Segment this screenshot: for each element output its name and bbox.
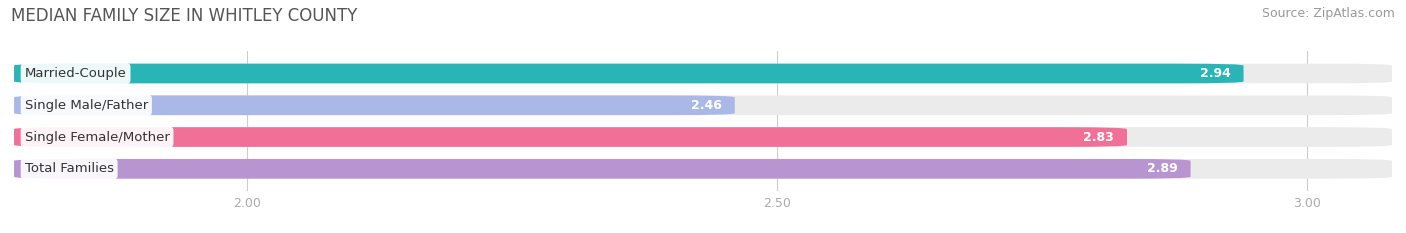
Text: 2.89: 2.89: [1147, 162, 1178, 175]
Text: Total Families: Total Families: [25, 162, 114, 175]
Text: Source: ZipAtlas.com: Source: ZipAtlas.com: [1261, 7, 1395, 20]
Text: Single Female/Mother: Single Female/Mother: [25, 130, 170, 144]
FancyBboxPatch shape: [14, 159, 1191, 179]
Text: Married-Couple: Married-Couple: [25, 67, 127, 80]
Text: Single Male/Father: Single Male/Father: [25, 99, 148, 112]
FancyBboxPatch shape: [14, 64, 1243, 83]
FancyBboxPatch shape: [14, 127, 1128, 147]
FancyBboxPatch shape: [14, 159, 1392, 179]
FancyBboxPatch shape: [14, 96, 735, 115]
Text: 2.46: 2.46: [692, 99, 723, 112]
Text: 2.94: 2.94: [1199, 67, 1230, 80]
Text: MEDIAN FAMILY SIZE IN WHITLEY COUNTY: MEDIAN FAMILY SIZE IN WHITLEY COUNTY: [11, 7, 357, 25]
FancyBboxPatch shape: [14, 127, 1392, 147]
FancyBboxPatch shape: [14, 64, 1392, 83]
Text: 2.83: 2.83: [1084, 130, 1114, 144]
FancyBboxPatch shape: [14, 96, 1392, 115]
